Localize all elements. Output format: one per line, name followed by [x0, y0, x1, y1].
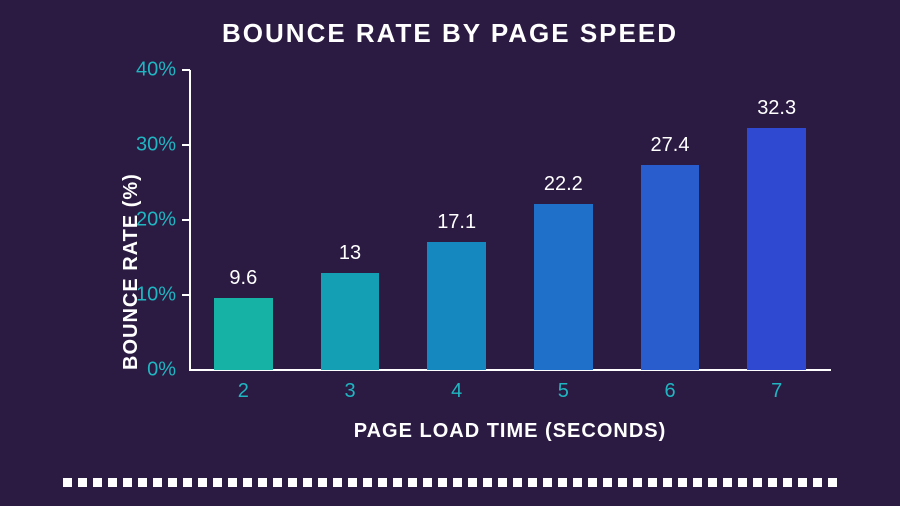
separator-dot	[258, 478, 267, 487]
separator-dot	[348, 478, 357, 487]
separator-dot	[513, 478, 522, 487]
x-tick-label: 7	[771, 370, 782, 403]
separator-dot	[543, 478, 552, 487]
separator-dot	[828, 478, 837, 487]
bar-value-label: 32.3	[757, 97, 796, 120]
separator-dot	[303, 478, 312, 487]
bar: 27.4	[641, 165, 700, 371]
y-tick-mark	[182, 144, 190, 146]
x-axis-line	[189, 369, 831, 371]
y-axis-label: BOUNCE RATE (%)	[120, 173, 143, 370]
y-tick-mark	[182, 294, 190, 296]
y-tick-mark	[182, 69, 190, 71]
x-tick-label: 5	[558, 370, 569, 403]
separator-dot	[213, 478, 222, 487]
bar-value-label: 13	[339, 242, 361, 265]
separator-dot	[783, 478, 792, 487]
separator-dot	[603, 478, 612, 487]
separator-dot	[498, 478, 507, 487]
separator-dot	[528, 478, 537, 487]
x-tick-label: 6	[664, 370, 675, 403]
bar-value-label: 17.1	[437, 211, 476, 234]
separator-dot	[483, 478, 492, 487]
bar: 13	[321, 273, 380, 371]
separator-dot	[198, 478, 207, 487]
separator-dot	[318, 478, 327, 487]
separator-dot	[408, 478, 417, 487]
separator-dot	[708, 478, 717, 487]
separator-dot	[648, 478, 657, 487]
chart-container: BOUNCE RATE BY PAGE SPEED BOUNCE RATE (%…	[0, 0, 900, 506]
separator-dot	[423, 478, 432, 487]
separator-dot	[558, 478, 567, 487]
separator-dot	[573, 478, 582, 487]
x-tick-label: 2	[238, 370, 249, 403]
separator-dot	[753, 478, 762, 487]
plot-area: 0%10%20%30%40%9.6213317.1422.2527.4632.3…	[190, 70, 830, 370]
separator-dot	[618, 478, 627, 487]
separator-dot	[678, 478, 687, 487]
y-tick-label: 0%	[147, 359, 190, 382]
separator-dot	[738, 478, 747, 487]
x-axis-label: PAGE LOAD TIME (SECONDS)	[190, 420, 830, 443]
separator-dot	[228, 478, 237, 487]
separator-dot	[363, 478, 372, 487]
separator-dot	[123, 478, 132, 487]
separator-dot	[378, 478, 387, 487]
x-tick-label: 4	[451, 370, 462, 403]
bar-value-label: 22.2	[544, 173, 583, 196]
bar: 22.2	[534, 204, 593, 371]
bar-value-label: 27.4	[651, 134, 690, 157]
separator-dot	[468, 478, 477, 487]
chart-title: BOUNCE RATE BY PAGE SPEED	[0, 18, 900, 49]
separator-dot	[138, 478, 147, 487]
x-tick-label: 3	[344, 370, 355, 403]
separator-dot	[768, 478, 777, 487]
bar: 32.3	[747, 128, 806, 370]
separator-dots	[0, 478, 900, 487]
separator-dot	[78, 478, 87, 487]
separator-dot	[168, 478, 177, 487]
separator-dot	[243, 478, 252, 487]
separator-dot	[333, 478, 342, 487]
separator-dot	[813, 478, 822, 487]
y-tick-mark	[182, 219, 190, 221]
separator-dot	[663, 478, 672, 487]
separator-dot	[798, 478, 807, 487]
bar: 17.1	[427, 242, 486, 370]
separator-dot	[153, 478, 162, 487]
bar-value-label: 9.6	[229, 267, 257, 290]
separator-dot	[63, 478, 72, 487]
separator-dot	[108, 478, 117, 487]
bar: 9.6	[214, 298, 273, 370]
separator-dot	[453, 478, 462, 487]
separator-dot	[288, 478, 297, 487]
separator-dot	[723, 478, 732, 487]
separator-dot	[273, 478, 282, 487]
separator-dot	[633, 478, 642, 487]
separator-dot	[588, 478, 597, 487]
separator-dot	[393, 478, 402, 487]
separator-dot	[438, 478, 447, 487]
separator-dot	[693, 478, 702, 487]
separator-dot	[183, 478, 192, 487]
separator-dot	[93, 478, 102, 487]
